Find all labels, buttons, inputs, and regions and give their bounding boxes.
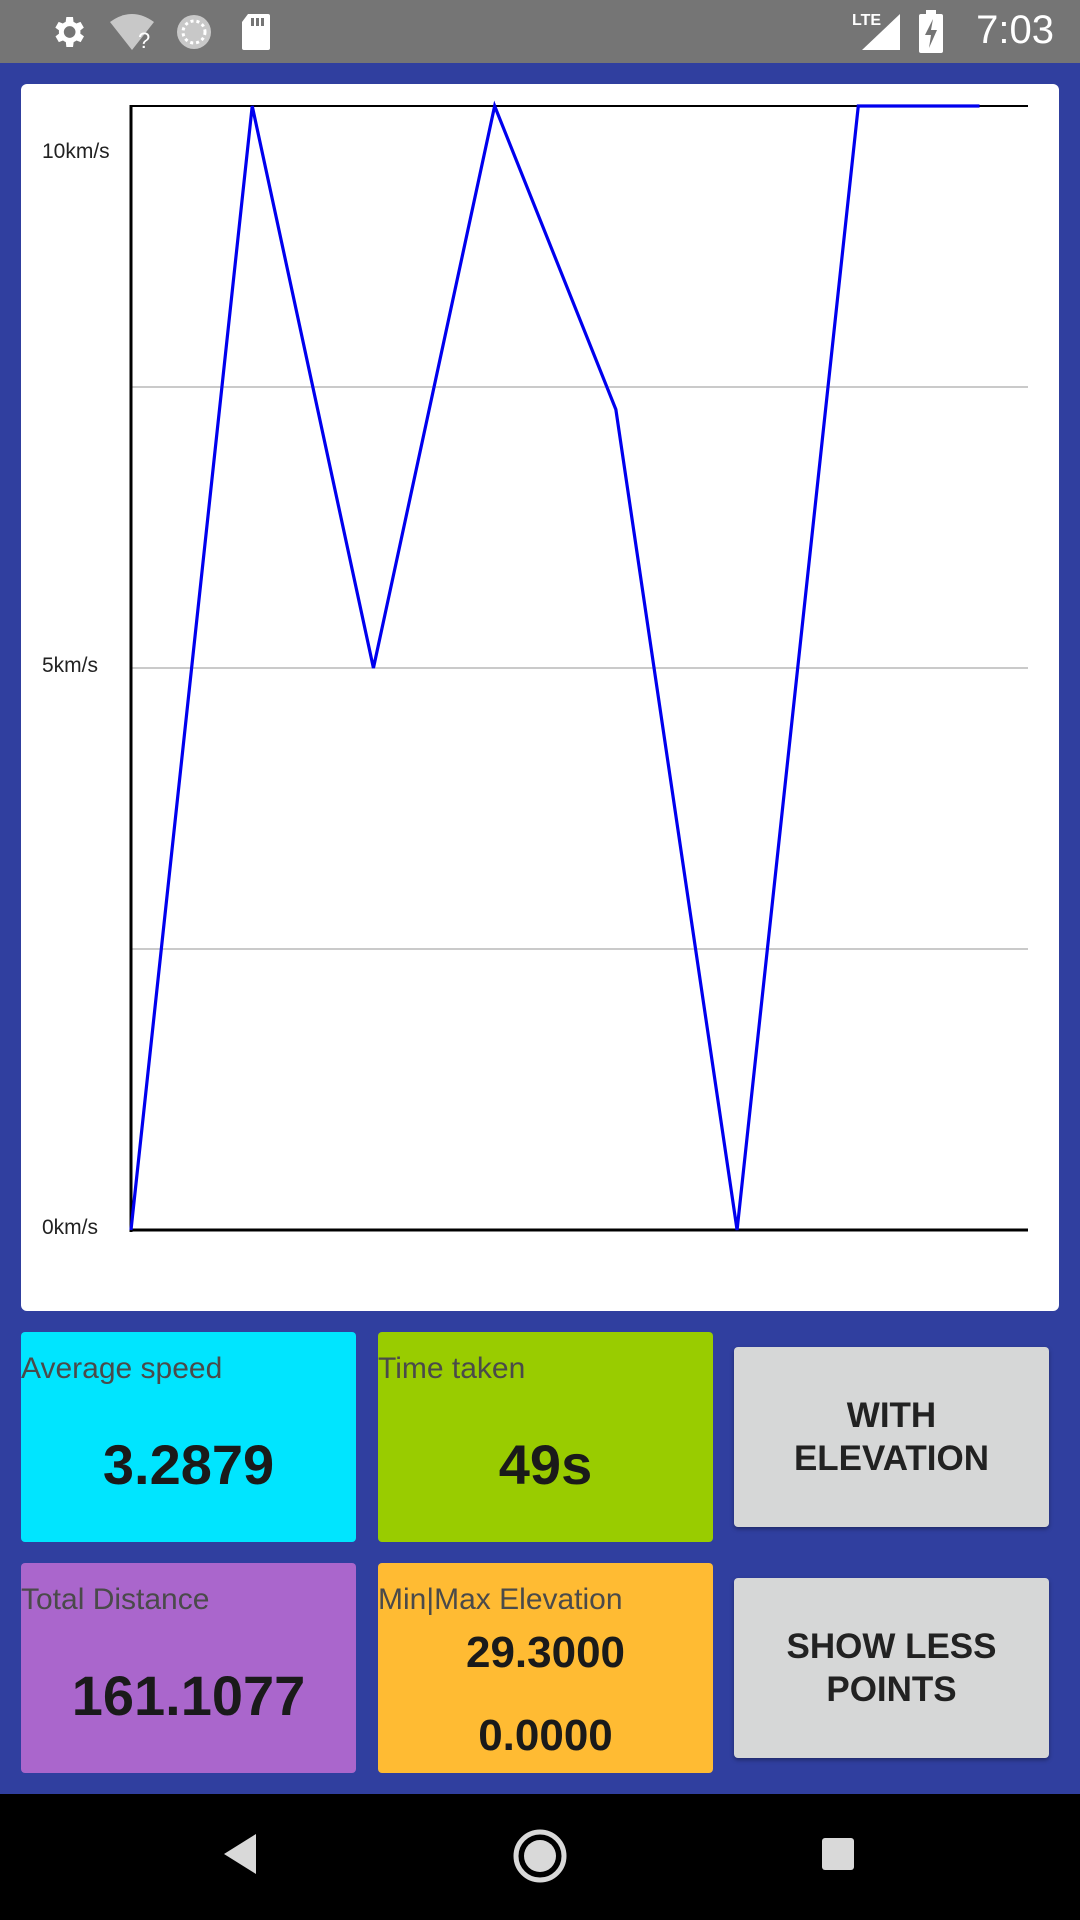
time-taken-tile: Time taken 49s bbox=[378, 1332, 713, 1542]
with-elevation-button[interactable]: WITH ELEVATION bbox=[734, 1347, 1049, 1527]
max-elevation-value: 29.3000 bbox=[465, 1628, 626, 1677]
average-speed-value: 3.2879 bbox=[102, 1433, 275, 1496]
show-less-points-button[interactable]: SHOW LESS POINTS bbox=[734, 1578, 1049, 1758]
elevation-label: Min|Max Elevation bbox=[378, 1583, 623, 1616]
y-tick-label: 10km/s bbox=[42, 140, 110, 163]
total-distance-value: 161.1077 bbox=[71, 1664, 306, 1727]
elevation-tile: Min|Max Elevation 29.3000 0.0000 bbox=[378, 1563, 713, 1773]
total-distance-tile: Total Distance 161.1077 bbox=[21, 1563, 356, 1773]
battery-charging-icon bbox=[919, 10, 943, 53]
sync-icon bbox=[177, 15, 211, 49]
cell-signal-icon bbox=[862, 14, 900, 50]
average-speed-label: Average speed bbox=[21, 1352, 223, 1385]
gear-icon bbox=[55, 17, 84, 47]
speed-line-chart: 10km/s 5km/s 0km/s bbox=[42, 100, 1028, 1239]
status-bar: ? LTE 7:03 bbox=[0, 0, 1080, 63]
speed-chart-card: 10km/s 5km/s 0km/s bbox=[21, 84, 1059, 1311]
sd-card-icon bbox=[242, 14, 270, 50]
status-clock: 7:03 bbox=[976, 8, 1054, 52]
wifi-unknown-icon: ? bbox=[110, 14, 154, 52]
min-elevation-value: 0.0000 bbox=[478, 1711, 613, 1760]
navigation-bar bbox=[0, 1794, 1080, 1920]
time-taken-value: 49s bbox=[498, 1433, 593, 1496]
y-tick-label: 5km/s bbox=[42, 654, 98, 677]
home-icon[interactable] bbox=[512, 1828, 568, 1884]
total-distance-label: Total Distance bbox=[21, 1583, 210, 1616]
network-type-label: LTE bbox=[852, 12, 882, 29]
back-icon[interactable] bbox=[222, 1832, 260, 1876]
average-speed-tile: Average speed 3.2879 bbox=[21, 1332, 356, 1542]
svg-text:?: ? bbox=[138, 28, 150, 52]
speed-series-line bbox=[129, 100, 980, 1231]
y-tick-label: 0km/s bbox=[42, 1216, 98, 1239]
recents-icon[interactable] bbox=[820, 1836, 856, 1872]
time-taken-label: Time taken bbox=[378, 1352, 526, 1385]
